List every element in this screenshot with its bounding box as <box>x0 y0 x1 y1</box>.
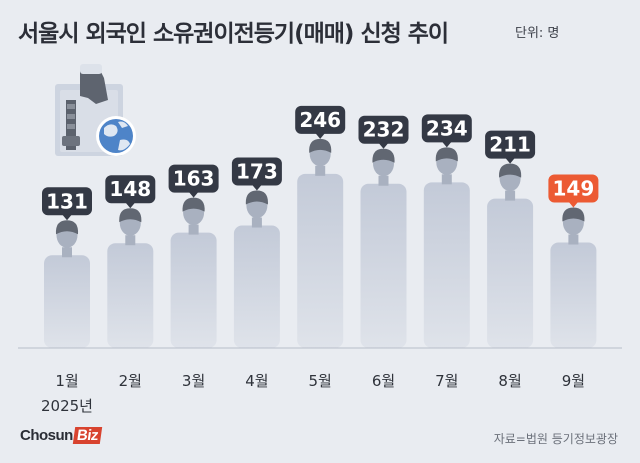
badge-pointer <box>251 184 262 191</box>
data-label: 232 <box>363 118 405 142</box>
badge-pointer <box>378 142 389 149</box>
person-neck <box>251 217 262 228</box>
document-globe-icon <box>55 64 136 156</box>
badge-pointer <box>315 132 326 139</box>
person-hair <box>182 197 205 212</box>
chosunbiz-logo: Chosun Biz <box>20 427 103 444</box>
person-neck <box>62 247 72 258</box>
value-badge <box>105 175 156 204</box>
x-tick-label: 4월 <box>245 372 268 390</box>
person-neck <box>505 190 516 201</box>
chart-title: 서울시 외국인 소유권이전등기(매매) 신청 추이 <box>18 21 449 47</box>
person-hair <box>562 207 585 222</box>
logo-main: Chosun <box>20 427 73 444</box>
value-badge <box>421 114 472 143</box>
data-label: 149 <box>553 177 595 201</box>
bar-6 <box>360 183 407 348</box>
badge-pointer <box>188 191 199 198</box>
badge-pointer <box>441 141 452 148</box>
bar-1 <box>44 255 90 348</box>
person-hair <box>309 138 332 153</box>
logo-accent: Biz <box>72 427 103 444</box>
person-neck <box>188 224 199 235</box>
bar-7 <box>423 182 470 348</box>
person-hair <box>435 147 458 162</box>
x-tick-label: 6월 <box>372 372 395 390</box>
x-tick-label: 5월 <box>309 372 332 390</box>
x-tick-label: 7월 <box>435 372 458 390</box>
data-label: 246 <box>299 108 341 132</box>
data-label: 148 <box>109 177 151 201</box>
person-hair <box>119 208 142 223</box>
bar-8 <box>487 198 534 348</box>
person-neck <box>125 235 136 246</box>
bar-2 <box>107 243 154 348</box>
bar-3 <box>170 232 217 348</box>
x-tick-label: 9월 <box>562 372 585 390</box>
x-tick-label: 1월 <box>55 372 78 390</box>
badge-pointer <box>568 201 579 208</box>
x-tick-label: 2월 <box>119 372 142 390</box>
x-axis-labels: 1월 2월 3월 4월 5월 6월 7월 8월 9월 2025년 <box>41 372 585 415</box>
value-badge <box>295 105 346 134</box>
badge-pointer <box>505 157 516 164</box>
bar-5 <box>297 173 344 348</box>
person-neck <box>315 165 326 176</box>
x-tick-label: 8월 <box>498 372 521 390</box>
person-neck <box>568 234 579 245</box>
person-hair <box>372 148 395 163</box>
data-label: 234 <box>426 116 468 140</box>
value-badge <box>548 174 599 203</box>
value-labels-group: 131 148 163 173 246 232 234 211 149 <box>42 105 599 221</box>
bar-4 <box>233 225 280 348</box>
x-tick-label: 3월 <box>182 372 205 390</box>
bars-group <box>44 138 597 348</box>
value-badge <box>358 115 409 144</box>
year-label: 2025년 <box>41 397 93 415</box>
unit-label: 단위: 명 <box>515 26 560 41</box>
person-neck <box>441 174 452 185</box>
person-hair <box>245 190 268 205</box>
data-label: 131 <box>46 189 88 213</box>
bar-9 <box>550 242 597 348</box>
badge-pointer <box>62 214 72 221</box>
data-label: 163 <box>173 167 215 191</box>
person-hair <box>55 220 79 235</box>
value-badge <box>42 187 92 216</box>
source-note: 자료=법원 등기정보광장 <box>493 432 618 446</box>
data-label: 211 <box>489 133 531 157</box>
value-badge <box>485 130 536 159</box>
badge-pointer <box>125 202 136 209</box>
value-badge <box>168 164 219 193</box>
data-label: 173 <box>236 160 278 184</box>
person-neck <box>378 175 389 186</box>
person-hair <box>499 163 522 178</box>
value-badge <box>231 157 282 186</box>
